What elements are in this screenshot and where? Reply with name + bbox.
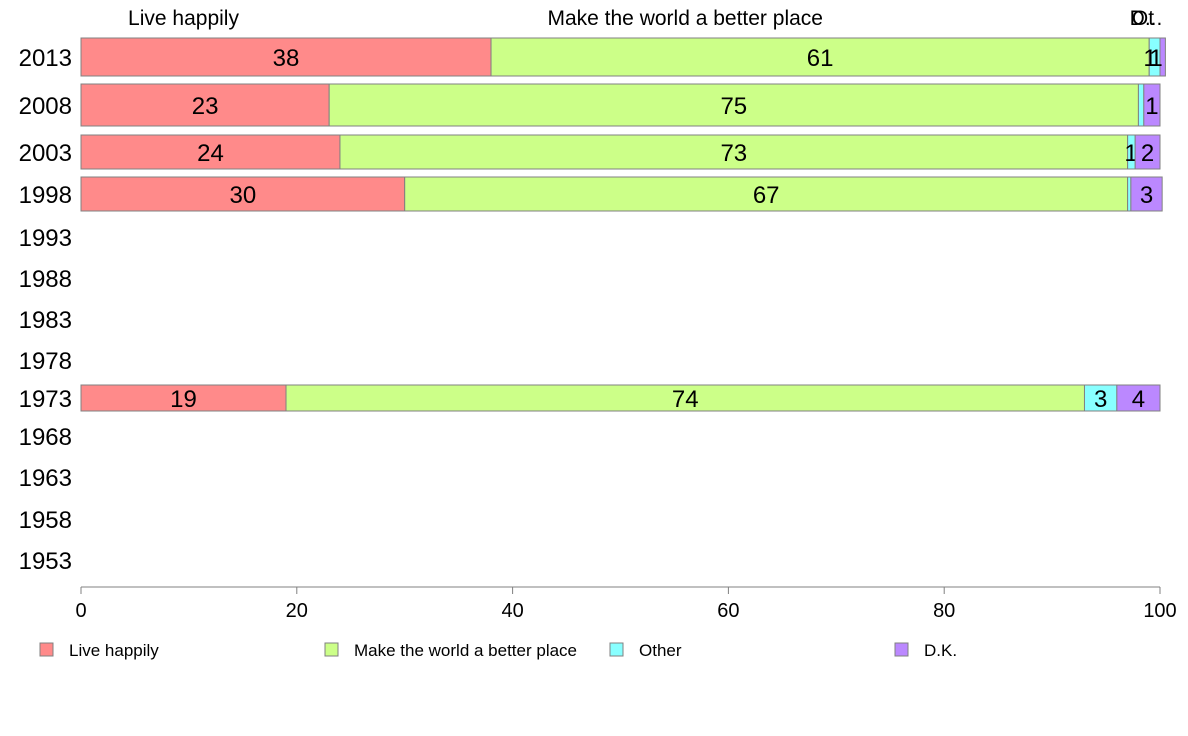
legend-label-1: Make the world a better place [354, 641, 577, 660]
top-label-0: Live happily [128, 7, 239, 30]
legend: Live happily Make the world a better plac… [39, 641, 957, 660]
year-label-1988: 1988 [19, 266, 72, 293]
bar-segment-2013-3 [1159, 37, 1166, 77]
legend-swatch-0 [39, 642, 54, 657]
year-label-1998: 1998 [19, 182, 72, 209]
legend-swatch-1 [324, 642, 339, 657]
legend-label-0: Live happily [69, 641, 159, 660]
year-label-1978: 1978 [19, 348, 72, 375]
x-tick-label-60: 60 [717, 600, 739, 622]
bar-segment-1998-1 [404, 176, 1129, 212]
data-label-2008-3: 1 [1145, 93, 1158, 120]
legend-swatch-3 [894, 642, 909, 657]
data-label-2013-1: 61 [807, 45, 834, 72]
bar-segment-1973-1 [285, 384, 1085, 412]
data-label-1998-1: 67 [753, 182, 780, 209]
data-label-2013-3: 1 [1149, 45, 1162, 72]
bar-segment-1973-0 [80, 384, 287, 412]
data-label-2003-3: 2 [1141, 140, 1154, 167]
year-label-1993: 1993 [19, 225, 72, 252]
year-label-1953: 1953 [19, 548, 72, 575]
data-label-2008-0: 23 [192, 93, 219, 120]
top-label-2: Ot [1132, 7, 1154, 30]
bar-segment-2008-3 [1143, 83, 1161, 127]
data-label-1973-0: 19 [170, 386, 197, 413]
x-tick-label-20: 20 [286, 600, 308, 622]
x-tick-label-100: 100 [1143, 600, 1176, 622]
year-label-1963: 1963 [19, 465, 72, 492]
bar-segment-2003-3 [1134, 134, 1161, 170]
year-labels: 2013 2008 2003 1998 1993 1988 1983 1978 1973 1968… [19, 45, 72, 575]
legend-label-2: Other [639, 641, 682, 660]
data-label-1973-1: 74 [672, 386, 699, 413]
bar-segment-2008-1 [328, 83, 1139, 127]
data-label-1998-0: 30 [229, 182, 256, 209]
year-label-2008: 2008 [19, 93, 72, 120]
top-label-1: Make the world a better place [547, 7, 822, 30]
data-label-2013-0: 38 [273, 45, 300, 72]
year-label-1958: 1958 [19, 507, 72, 534]
data-label-1973-2: 3 [1094, 386, 1107, 413]
top-label-3: D... [1130, 7, 1163, 30]
year-label-1968: 1968 [19, 424, 72, 451]
data-label-2003-1: 73 [720, 140, 747, 167]
bar-segment-2008-2 [1137, 83, 1145, 127]
legend-label-3: D.K. [924, 641, 957, 660]
x-tick-label-40: 40 [501, 600, 523, 622]
bar-segment-2008-0 [80, 83, 330, 127]
bar-segment-1998-3 [1130, 176, 1163, 212]
x-axis: 0 20 40 60 80 100 [75, 586, 1177, 622]
year-label-2013: 2013 [19, 45, 72, 72]
year-label-2003: 2003 [19, 140, 72, 167]
year-label-1983: 1983 [19, 307, 72, 334]
data-label-2008-1: 75 [720, 93, 747, 120]
data-label-2003-2: 1 [1124, 140, 1137, 167]
bar-segment-1973-3 [1116, 384, 1161, 412]
bar-segment-2013-1 [490, 37, 1150, 77]
data-label-1973-3: 4 [1132, 386, 1145, 413]
x-tick-label-80: 80 [933, 600, 955, 622]
data-label-2013-2: 1 [1143, 45, 1156, 72]
year-label-1973: 1973 [19, 386, 72, 413]
top-labels: Live happily Make the world a better plac… [128, 7, 1162, 30]
data-label-1998-3: 3 [1140, 182, 1153, 209]
x-tick-label-0: 0 [75, 600, 86, 622]
legend-swatch-2 [609, 642, 624, 657]
data-label-2003-0: 24 [197, 140, 224, 167]
